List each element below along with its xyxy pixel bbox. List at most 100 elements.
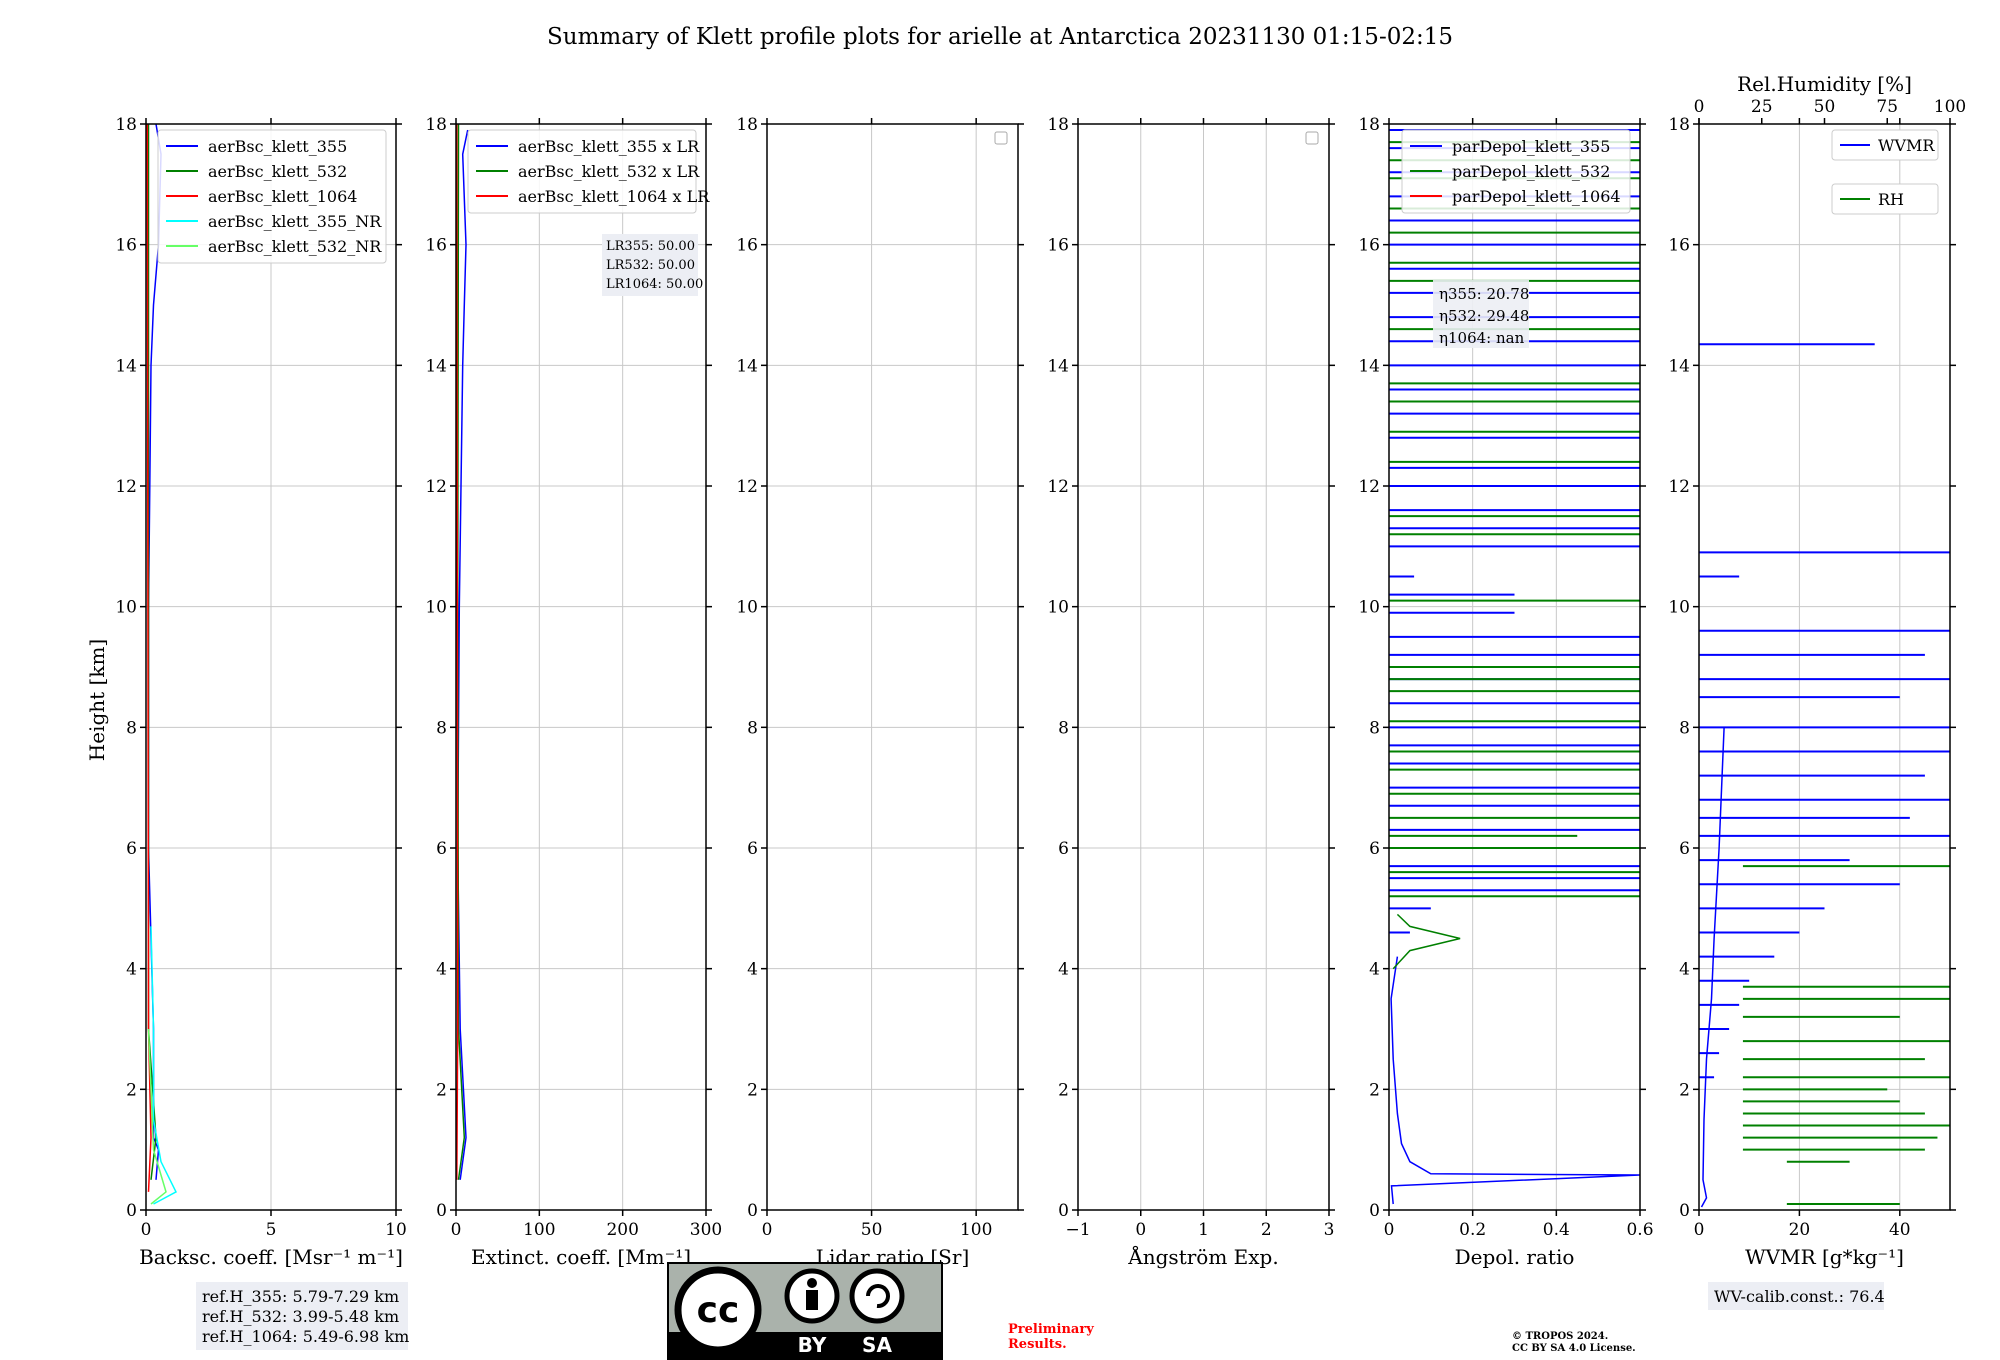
by-person-head — [807, 1278, 817, 1288]
legend-label: RH — [1878, 190, 1904, 209]
x2-tick-label: 0 — [1694, 97, 1705, 117]
empty-legend-box — [1305, 131, 1319, 145]
legend-label: aerBsc_klett_532 — [208, 162, 347, 181]
x-tick-label: 100 — [960, 1220, 992, 1240]
eta-annotation-box — [1433, 280, 1529, 348]
y-tick-label: 0 — [1058, 1201, 1069, 1221]
ref-height-532: ref.H_532: 3.99-5.48 km — [202, 1307, 399, 1326]
series-parDepol_klett_355 — [1390, 956, 1640, 1205]
y-tick-label: 0 — [747, 1201, 758, 1221]
y-tick-label: 8 — [1058, 718, 1069, 738]
x-axis-label: Backsc. coeff. [Msr⁻¹ m⁻¹] — [139, 1245, 403, 1269]
wv-calib-box: WV-calib.const.: 76.4 — [1708, 1282, 1885, 1310]
x-tick-label: 0 — [1135, 1220, 1146, 1240]
sa-label: SA — [862, 1333, 892, 1357]
y-tick-label: 12 — [115, 477, 137, 497]
y-tick-label: 2 — [436, 1080, 447, 1100]
x2-tick-label: 75 — [1876, 97, 1898, 117]
y-tick-label: 0 — [436, 1201, 447, 1221]
y-tick-label: 16 — [425, 236, 447, 256]
y-tick-label: 6 — [126, 839, 137, 859]
y-tick-label: 2 — [1679, 1080, 1690, 1100]
x-tick-label: 0 — [451, 1220, 462, 1240]
legend: parDepol_klett_355 parDepol_klett_532 parD… — [1401, 129, 1631, 214]
y-tick-label: 0 — [1369, 1201, 1380, 1221]
lr-annotation: LR532: 50.00 — [606, 258, 695, 273]
y-tick-label: 14 — [736, 356, 758, 376]
series-aerBsc_klett_355 — [147, 124, 162, 1180]
x-tick-label: 50 — [861, 1220, 883, 1240]
x-axis-label: Depol. ratio — [1455, 1245, 1575, 1269]
series-aerBsc_klett_355 x LR — [456, 129, 469, 1180]
panel-backscatter: 0 5 10 0 2 4 6 8 10 12 14 16 18 Backsc. coeff. [Msr⁻¹… — [115, 115, 406, 1269]
x-tick-label: 0.4 — [1543, 1220, 1570, 1240]
y-tick-label: 4 — [1679, 960, 1690, 980]
sa-share-icon — [849, 1268, 905, 1324]
ref-height-355: ref.H_355: 5.79-7.29 km — [202, 1287, 399, 1306]
y-tick-label: 10 — [1047, 598, 1069, 618]
y-tick-label: 18 — [1358, 115, 1380, 135]
lr-annotation: LR355: 50.00 — [606, 239, 695, 254]
legend-box — [1831, 129, 1939, 161]
y-tick-label: 14 — [1358, 356, 1380, 376]
x-axis-label: WVMR [g*kg⁻¹] — [1745, 1245, 1904, 1269]
legend-label: aerBsc_klett_355_NR — [208, 212, 382, 231]
y-tick-label: 2 — [1369, 1080, 1380, 1100]
wv-calib-const: WV-calib.const.: 76.4 — [1714, 1287, 1885, 1306]
series-WVMR — [1700, 727, 1725, 1208]
y-tick-label: 4 — [747, 960, 758, 980]
figure-title: Summary of Klett profile plots for ariel… — [547, 24, 1453, 50]
x-tick-label: 0.2 — [1459, 1220, 1486, 1240]
panel-depol: 0 0.2 0.4 0.6 0 2 4 6 8 10 12 14 16 18 Depol. ratio par… — [1358, 115, 1653, 1269]
y-tick-label: 4 — [436, 960, 447, 980]
y-tick-label: 4 — [126, 960, 137, 980]
y-tick-label: 12 — [1358, 477, 1380, 497]
legend-label: parDepol_klett_1064 — [1452, 187, 1621, 206]
copyright-line1: © TROPOS 2024. — [1512, 1331, 1608, 1342]
y-tick-label: 14 — [425, 356, 447, 376]
y-tick-label: 10 — [1358, 598, 1380, 618]
y-tick-label: 6 — [747, 839, 758, 859]
y-tick-label: 6 — [1369, 839, 1380, 859]
legend-label: aerBsc_klett_355 x LR — [518, 137, 700, 156]
legend-label: aerBsc_klett_532_NR — [208, 237, 382, 256]
legend-label: parDepol_klett_532 — [1452, 162, 1610, 181]
legend-box — [467, 129, 697, 214]
lr-annotation: LR1064: 50.00 — [606, 277, 703, 292]
x-tick-label: 2 — [1261, 1220, 1272, 1240]
x-tick-label: 40 — [1889, 1220, 1911, 1240]
x-tick-label: 0 — [1694, 1220, 1705, 1240]
y-tick-label: 8 — [436, 718, 447, 738]
y-tick-label: 12 — [736, 477, 758, 497]
by-person-body — [806, 1290, 818, 1310]
series-aerBsc_klett_1064 x LR — [456, 124, 459, 1180]
y-tick-label: 8 — [1369, 718, 1380, 738]
legend-label: aerBsc_klett_532 x LR — [518, 162, 700, 181]
y-tick-label: 10 — [736, 598, 758, 618]
x-tick-label: 0 — [1384, 1220, 1395, 1240]
preliminary-line1: Preliminary — [1008, 1322, 1094, 1337]
series-parDepol_klett_532 — [1392, 913, 1461, 970]
x-tick-label: 5 — [266, 1220, 277, 1240]
x-tick-label: 0 — [141, 1220, 152, 1240]
y-axis-label: Height [km] — [85, 639, 109, 761]
eta-annotation: η1064: nan — [1439, 329, 1525, 347]
preliminary-line2: Results. — [1008, 1337, 1067, 1352]
y-tick-label: 16 — [115, 236, 137, 256]
y-tick-label: 4 — [1058, 960, 1069, 980]
x-axis-label: Ångström Exp. — [1127, 1244, 1278, 1269]
eta-annotation: η355: 20.78 — [1439, 285, 1529, 303]
y-tick-label: 2 — [747, 1080, 758, 1100]
y-tick-label: 8 — [747, 718, 758, 738]
y-tick-label: 2 — [1058, 1080, 1069, 1100]
legend-label: aerBsc_klett_1064 x LR — [518, 187, 710, 206]
x-axis-label: Extinct. coeff. [Mm⁻¹] — [471, 1245, 691, 1269]
panel-frame — [1388, 123, 1641, 1211]
y-tick-label: 8 — [1679, 718, 1690, 738]
y-tick-label: 18 — [736, 115, 758, 135]
legend-box — [1831, 183, 1939, 215]
x-tick-label: 100 — [523, 1220, 555, 1240]
